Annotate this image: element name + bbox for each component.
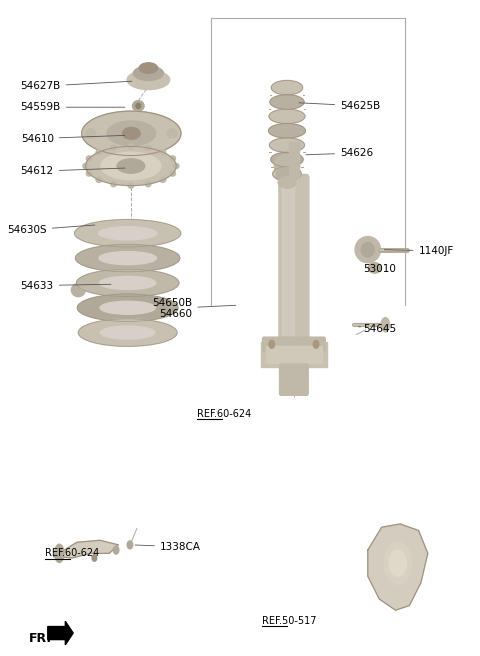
Ellipse shape [145,145,151,150]
Text: 54645: 54645 [359,324,396,335]
Ellipse shape [381,318,389,332]
FancyBboxPatch shape [263,337,325,352]
Ellipse shape [313,340,319,348]
Ellipse shape [361,243,374,256]
FancyBboxPatch shape [279,364,308,396]
Ellipse shape [389,550,407,576]
Ellipse shape [132,100,144,111]
Ellipse shape [100,301,156,314]
Ellipse shape [100,326,155,339]
Ellipse shape [82,111,181,155]
Ellipse shape [75,245,180,272]
Ellipse shape [268,123,305,138]
FancyBboxPatch shape [279,174,309,358]
Text: 54610: 54610 [21,134,125,144]
Text: 53010: 53010 [363,264,396,274]
Ellipse shape [271,81,303,95]
Ellipse shape [170,171,176,176]
Ellipse shape [160,150,166,155]
Text: 54612: 54612 [21,166,125,176]
Ellipse shape [122,127,140,139]
Ellipse shape [170,156,176,161]
FancyBboxPatch shape [283,180,295,352]
Text: 54630S: 54630S [7,225,95,235]
Ellipse shape [77,294,178,321]
Text: 54650B
54660: 54650B 54660 [152,298,236,319]
Polygon shape [54,541,119,558]
Text: REF.60-624: REF.60-624 [197,409,251,419]
Ellipse shape [167,129,177,138]
Ellipse shape [270,95,304,109]
Ellipse shape [278,176,296,188]
Ellipse shape [125,283,139,297]
Bar [266,346,322,363]
Polygon shape [78,283,163,291]
Ellipse shape [85,129,96,138]
Text: 1140JF: 1140JF [384,246,454,256]
Ellipse shape [133,66,164,81]
Text: REF.60-624: REF.60-624 [45,548,99,558]
Ellipse shape [273,167,301,181]
Ellipse shape [269,109,305,123]
Ellipse shape [160,177,166,182]
Text: 54633: 54633 [21,281,111,291]
Ellipse shape [355,237,381,262]
Ellipse shape [269,340,275,348]
Ellipse shape [96,177,102,182]
Ellipse shape [368,262,381,273]
Ellipse shape [269,138,304,152]
Ellipse shape [78,319,177,346]
Ellipse shape [384,542,412,584]
Text: 54625B: 54625B [299,101,380,111]
Text: 54559B: 54559B [21,102,125,112]
Ellipse shape [127,541,133,549]
Ellipse shape [96,150,102,155]
Ellipse shape [111,182,116,187]
Ellipse shape [98,227,157,240]
Ellipse shape [136,103,141,108]
Text: FR.: FR. [28,632,51,645]
Text: 1338CA: 1338CA [135,542,201,552]
Polygon shape [368,524,428,610]
Text: 54627B: 54627B [21,81,132,91]
Ellipse shape [145,182,151,187]
Ellipse shape [117,159,145,173]
Ellipse shape [113,546,119,554]
Bar [261,342,327,367]
Ellipse shape [76,269,179,297]
Ellipse shape [276,167,298,183]
Ellipse shape [86,171,92,176]
Ellipse shape [274,155,300,177]
Bar [289,142,299,178]
Ellipse shape [271,152,303,167]
Ellipse shape [111,145,116,150]
Polygon shape [48,621,73,645]
Ellipse shape [101,152,161,180]
Ellipse shape [139,63,157,73]
Ellipse shape [85,146,176,186]
Ellipse shape [74,220,181,247]
Ellipse shape [127,70,170,90]
Ellipse shape [128,183,133,188]
Text: 54626: 54626 [306,148,373,158]
Ellipse shape [86,156,92,161]
Ellipse shape [99,251,156,264]
Ellipse shape [72,283,85,297]
Ellipse shape [107,121,156,146]
Ellipse shape [92,555,97,561]
Ellipse shape [83,163,88,169]
Ellipse shape [128,144,133,149]
Ellipse shape [99,276,156,289]
Ellipse shape [55,544,64,562]
Text: REF.50-517: REF.50-517 [262,615,316,626]
Ellipse shape [173,163,179,169]
